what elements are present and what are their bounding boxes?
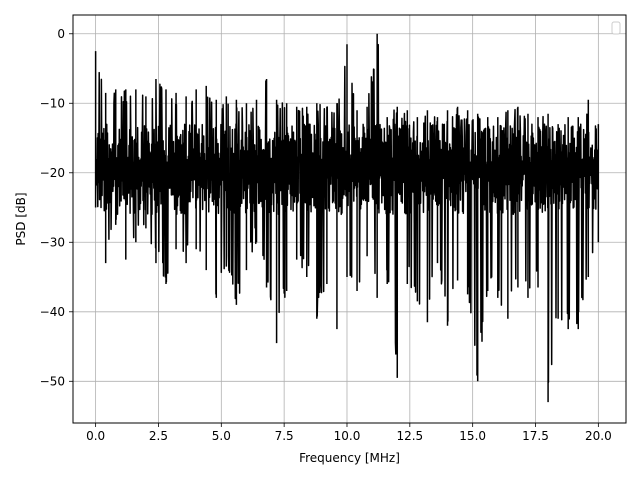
y-tick-label: −50 [40, 374, 65, 388]
psd-trace [94, 33, 600, 403]
y-axis-ticks: 0 −10 −20 −30 −40 −50 [40, 27, 73, 388]
y-tick-label: −30 [40, 235, 65, 249]
y-axis-label: PSD [dB] [14, 192, 28, 245]
x-axis-ticks: 0.0 2.5 5.0 7.5 10.0 12.5 15.0 17.5 20.0 [86, 423, 612, 443]
x-axis-label: Frequency [MHz] [299, 451, 400, 465]
x-tick-label: 17.5 [522, 429, 549, 443]
x-tick-label: 7.5 [275, 429, 294, 443]
y-tick-label: −40 [40, 305, 65, 319]
x-tick-label: 10.0 [334, 429, 361, 443]
plot-frame [72, 14, 627, 424]
y-tick-label: −20 [40, 166, 65, 180]
x-tick-label: 5.0 [212, 429, 231, 443]
x-tick-label: 2.5 [149, 429, 168, 443]
x-tick-label: 20.0 [585, 429, 612, 443]
series-psd [94, 33, 600, 403]
y-tick-label: 0 [57, 27, 65, 41]
y-tick-label: −10 [40, 96, 65, 110]
x-tick-label: 12.5 [396, 429, 423, 443]
legend-box [611, 21, 621, 35]
x-tick-label: 15.0 [459, 429, 486, 443]
x-tick-label: 0.0 [86, 429, 105, 443]
